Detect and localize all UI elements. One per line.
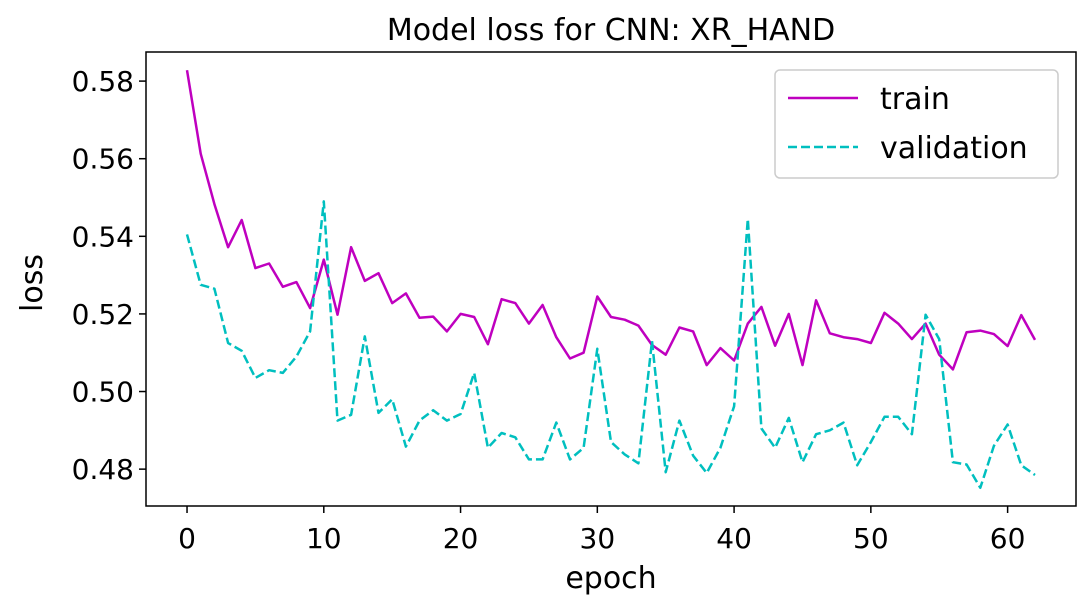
plot-frame (145, 51, 1077, 507)
x-tick-label: 0 (178, 522, 196, 555)
y-tick-label: 0.56 (72, 143, 134, 176)
plot-area (145, 51, 1077, 507)
legend: train validation (774, 69, 1059, 179)
x-tick-label: 30 (580, 522, 616, 555)
series-layer (185, 69, 1037, 490)
y-tick-label: 0.54 (72, 220, 134, 253)
series-line-validation (185, 200, 1036, 490)
x-axis-label: epoch (565, 561, 656, 596)
y-axis: 0.48 0.50 0.52 0.54 0.56 0.58 (72, 65, 146, 486)
x-tick-label: 40 (716, 522, 752, 555)
chart-title: Model loss for CNN: XR_HAND (387, 13, 835, 48)
x-tick-label: 10 (306, 522, 342, 555)
y-tick-label: 0.52 (72, 298, 134, 331)
x-axis: 0 10 20 30 40 50 60 (178, 506, 1025, 555)
y-tick-label: 0.48 (72, 453, 134, 486)
x-tick-label: 50 (853, 522, 889, 555)
legend-label-validation: validation (880, 131, 1028, 166)
x-tick-label: 60 (990, 522, 1026, 555)
y-tick-label: 0.50 (72, 376, 134, 409)
x-tick-label: 20 (443, 522, 479, 555)
legend-label-train: train (880, 82, 950, 117)
y-tick-label: 0.58 (72, 65, 134, 98)
y-axis-label: loss (15, 254, 50, 312)
